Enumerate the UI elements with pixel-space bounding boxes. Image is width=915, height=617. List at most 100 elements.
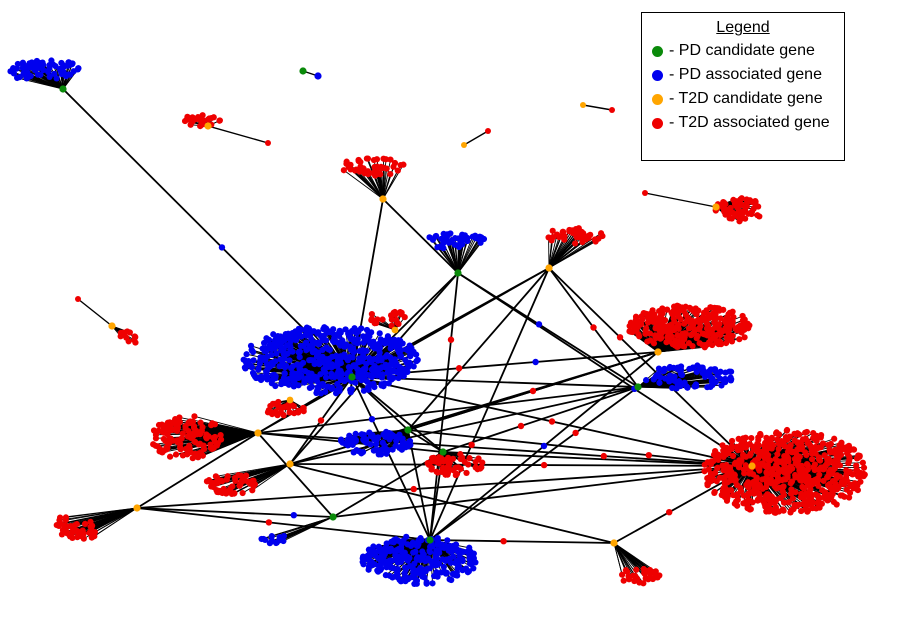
- network-edge: [582, 104, 613, 111]
- cluster-node: [709, 381, 716, 389]
- cluster-node: [355, 157, 362, 164]
- cluster-node: [746, 322, 753, 329]
- cluster-node: [477, 465, 484, 472]
- cluster-node: [661, 365, 668, 373]
- cluster-node: [853, 455, 861, 462]
- cluster-node: [366, 333, 373, 340]
- cluster-hub: [286, 396, 294, 404]
- cluster-node: [785, 499, 792, 506]
- cluster-node: [677, 363, 685, 370]
- cluster-node: [742, 444, 749, 451]
- cluster-node: [644, 338, 651, 345]
- cluster-node: [808, 456, 816, 463]
- cluster-node: [388, 356, 395, 364]
- cluster-node: [171, 418, 178, 425]
- cluster-node: [392, 311, 399, 318]
- cluster-node: [726, 208, 733, 216]
- cluster-node: [364, 378, 371, 385]
- cluster-node: [217, 431, 224, 439]
- cluster-node: [289, 371, 296, 379]
- cluster-node: [561, 236, 568, 243]
- cluster-node: [860, 464, 868, 471]
- cluster-node: [656, 318, 663, 325]
- cluster-node: [88, 534, 95, 541]
- cluster-node: [27, 72, 34, 80]
- cluster-node: [356, 168, 363, 175]
- hub-link-edge: [442, 451, 753, 467]
- cluster-node: [240, 356, 247, 363]
- cluster-node: [150, 427, 158, 434]
- cluster-node: [196, 116, 204, 124]
- cluster-edge: [194, 415, 259, 434]
- cluster-node: [650, 376, 657, 383]
- cluster-node: [387, 156, 394, 163]
- cluster-node: [400, 366, 408, 373]
- cluster-node: [726, 368, 733, 375]
- cluster-node: [336, 384, 343, 392]
- cluster-node: [162, 438, 169, 445]
- cluster-node: [675, 303, 682, 310]
- cluster-node: [848, 446, 855, 453]
- cluster-hub: [391, 326, 399, 334]
- cluster-node: [48, 57, 55, 64]
- hub-link-edge: [407, 429, 753, 467]
- cluster-node: [285, 404, 292, 411]
- cluster-node: [805, 440, 812, 447]
- cluster-node: [789, 448, 796, 455]
- cluster-node: [738, 329, 745, 336]
- cluster-node: [795, 445, 802, 452]
- cluster-node: [675, 313, 682, 320]
- cluster-node: [46, 73, 53, 80]
- cluster-node: [306, 345, 313, 352]
- cluster-node: [334, 361, 341, 368]
- cluster-node: [671, 303, 678, 310]
- cluster-node: [808, 447, 815, 454]
- cluster-node: [306, 357, 313, 364]
- cluster-node: [218, 489, 225, 496]
- cluster-node: [235, 471, 242, 479]
- hub-link-edge: [351, 376, 431, 541]
- cluster-node: [348, 386, 355, 393]
- cluster-node: [373, 156, 381, 163]
- cluster-node: [277, 333, 284, 340]
- cluster-node: [757, 461, 764, 468]
- cluster-node: [705, 322, 712, 329]
- hub-link-edge: [382, 198, 459, 274]
- cluster-node: [772, 478, 779, 486]
- cluster-node: [695, 316, 702, 323]
- cluster-node: [752, 445, 760, 453]
- cluster-edge: [60, 507, 138, 519]
- cluster-node: [383, 428, 390, 436]
- cluster-node: [712, 452, 719, 459]
- cluster-node: [821, 463, 829, 470]
- cluster-node: [704, 384, 711, 391]
- cluster-node: [457, 465, 465, 472]
- cluster-node: [434, 534, 441, 542]
- cluster-node: [745, 197, 752, 204]
- cluster-node: [751, 457, 759, 464]
- network-edge: [463, 130, 489, 146]
- cluster-node: [823, 496, 830, 503]
- cluster-node: [827, 458, 834, 465]
- cluster-node: [376, 349, 383, 356]
- cluster-node: [51, 70, 58, 77]
- cluster-node: [699, 342, 706, 349]
- cluster-node: [243, 351, 250, 358]
- cluster-node: [343, 354, 350, 362]
- cluster-node: [355, 359, 362, 366]
- cluster-node: [433, 468, 440, 475]
- cluster-node: [679, 330, 686, 337]
- cluster-node: [461, 233, 468, 240]
- cluster-node: [712, 469, 719, 476]
- cluster-node: [255, 365, 262, 372]
- cluster-node: [278, 344, 285, 351]
- cluster-node: [779, 506, 787, 513]
- cluster-node: [353, 447, 360, 454]
- cluster-node: [844, 450, 851, 457]
- cluster-node: [340, 167, 347, 174]
- cluster-node: [166, 419, 173, 426]
- cluster-node: [666, 363, 674, 371]
- cluster-node: [407, 347, 414, 355]
- cluster-node: [750, 205, 757, 212]
- cluster-node: [664, 306, 671, 313]
